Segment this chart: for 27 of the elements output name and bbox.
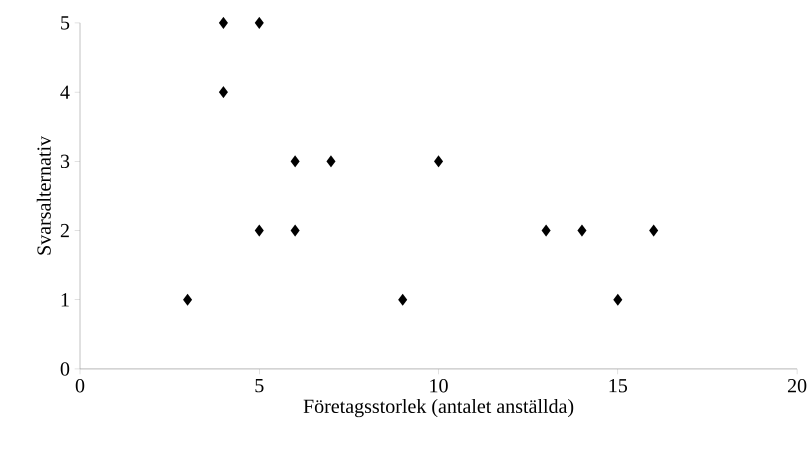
x-axis-title: Företagsstorlek (antalet anställda) [304, 399, 574, 418]
point [218, 17, 228, 29]
point [542, 224, 551, 236]
y-tick-label: 1 [62, 293, 69, 306]
x-tick-label: 5 [255, 379, 264, 392]
point [326, 156, 336, 168]
y-tick-label: 0 [60, 362, 70, 376]
x-tick-label: 20 [788, 379, 806, 393]
point [254, 17, 264, 29]
point [613, 294, 622, 306]
point [254, 224, 264, 236]
x-tick-label: 15 [610, 379, 628, 392]
point [290, 224, 300, 236]
y-tick-label: 4 [60, 86, 70, 99]
y-tick-label: 2 [60, 224, 69, 238]
point [183, 294, 192, 306]
x-tick-label: 10 [430, 379, 448, 393]
point [290, 156, 300, 168]
point [434, 156, 444, 168]
point [398, 294, 408, 306]
y-tick-label: 5 [61, 16, 70, 30]
point [649, 224, 658, 236]
y-tick-label: 3 [60, 154, 70, 168]
x-tick-label: 0 [76, 379, 84, 393]
point [218, 86, 228, 98]
point [577, 224, 586, 236]
y-axis-title: Svarsalternativ [36, 136, 51, 255]
